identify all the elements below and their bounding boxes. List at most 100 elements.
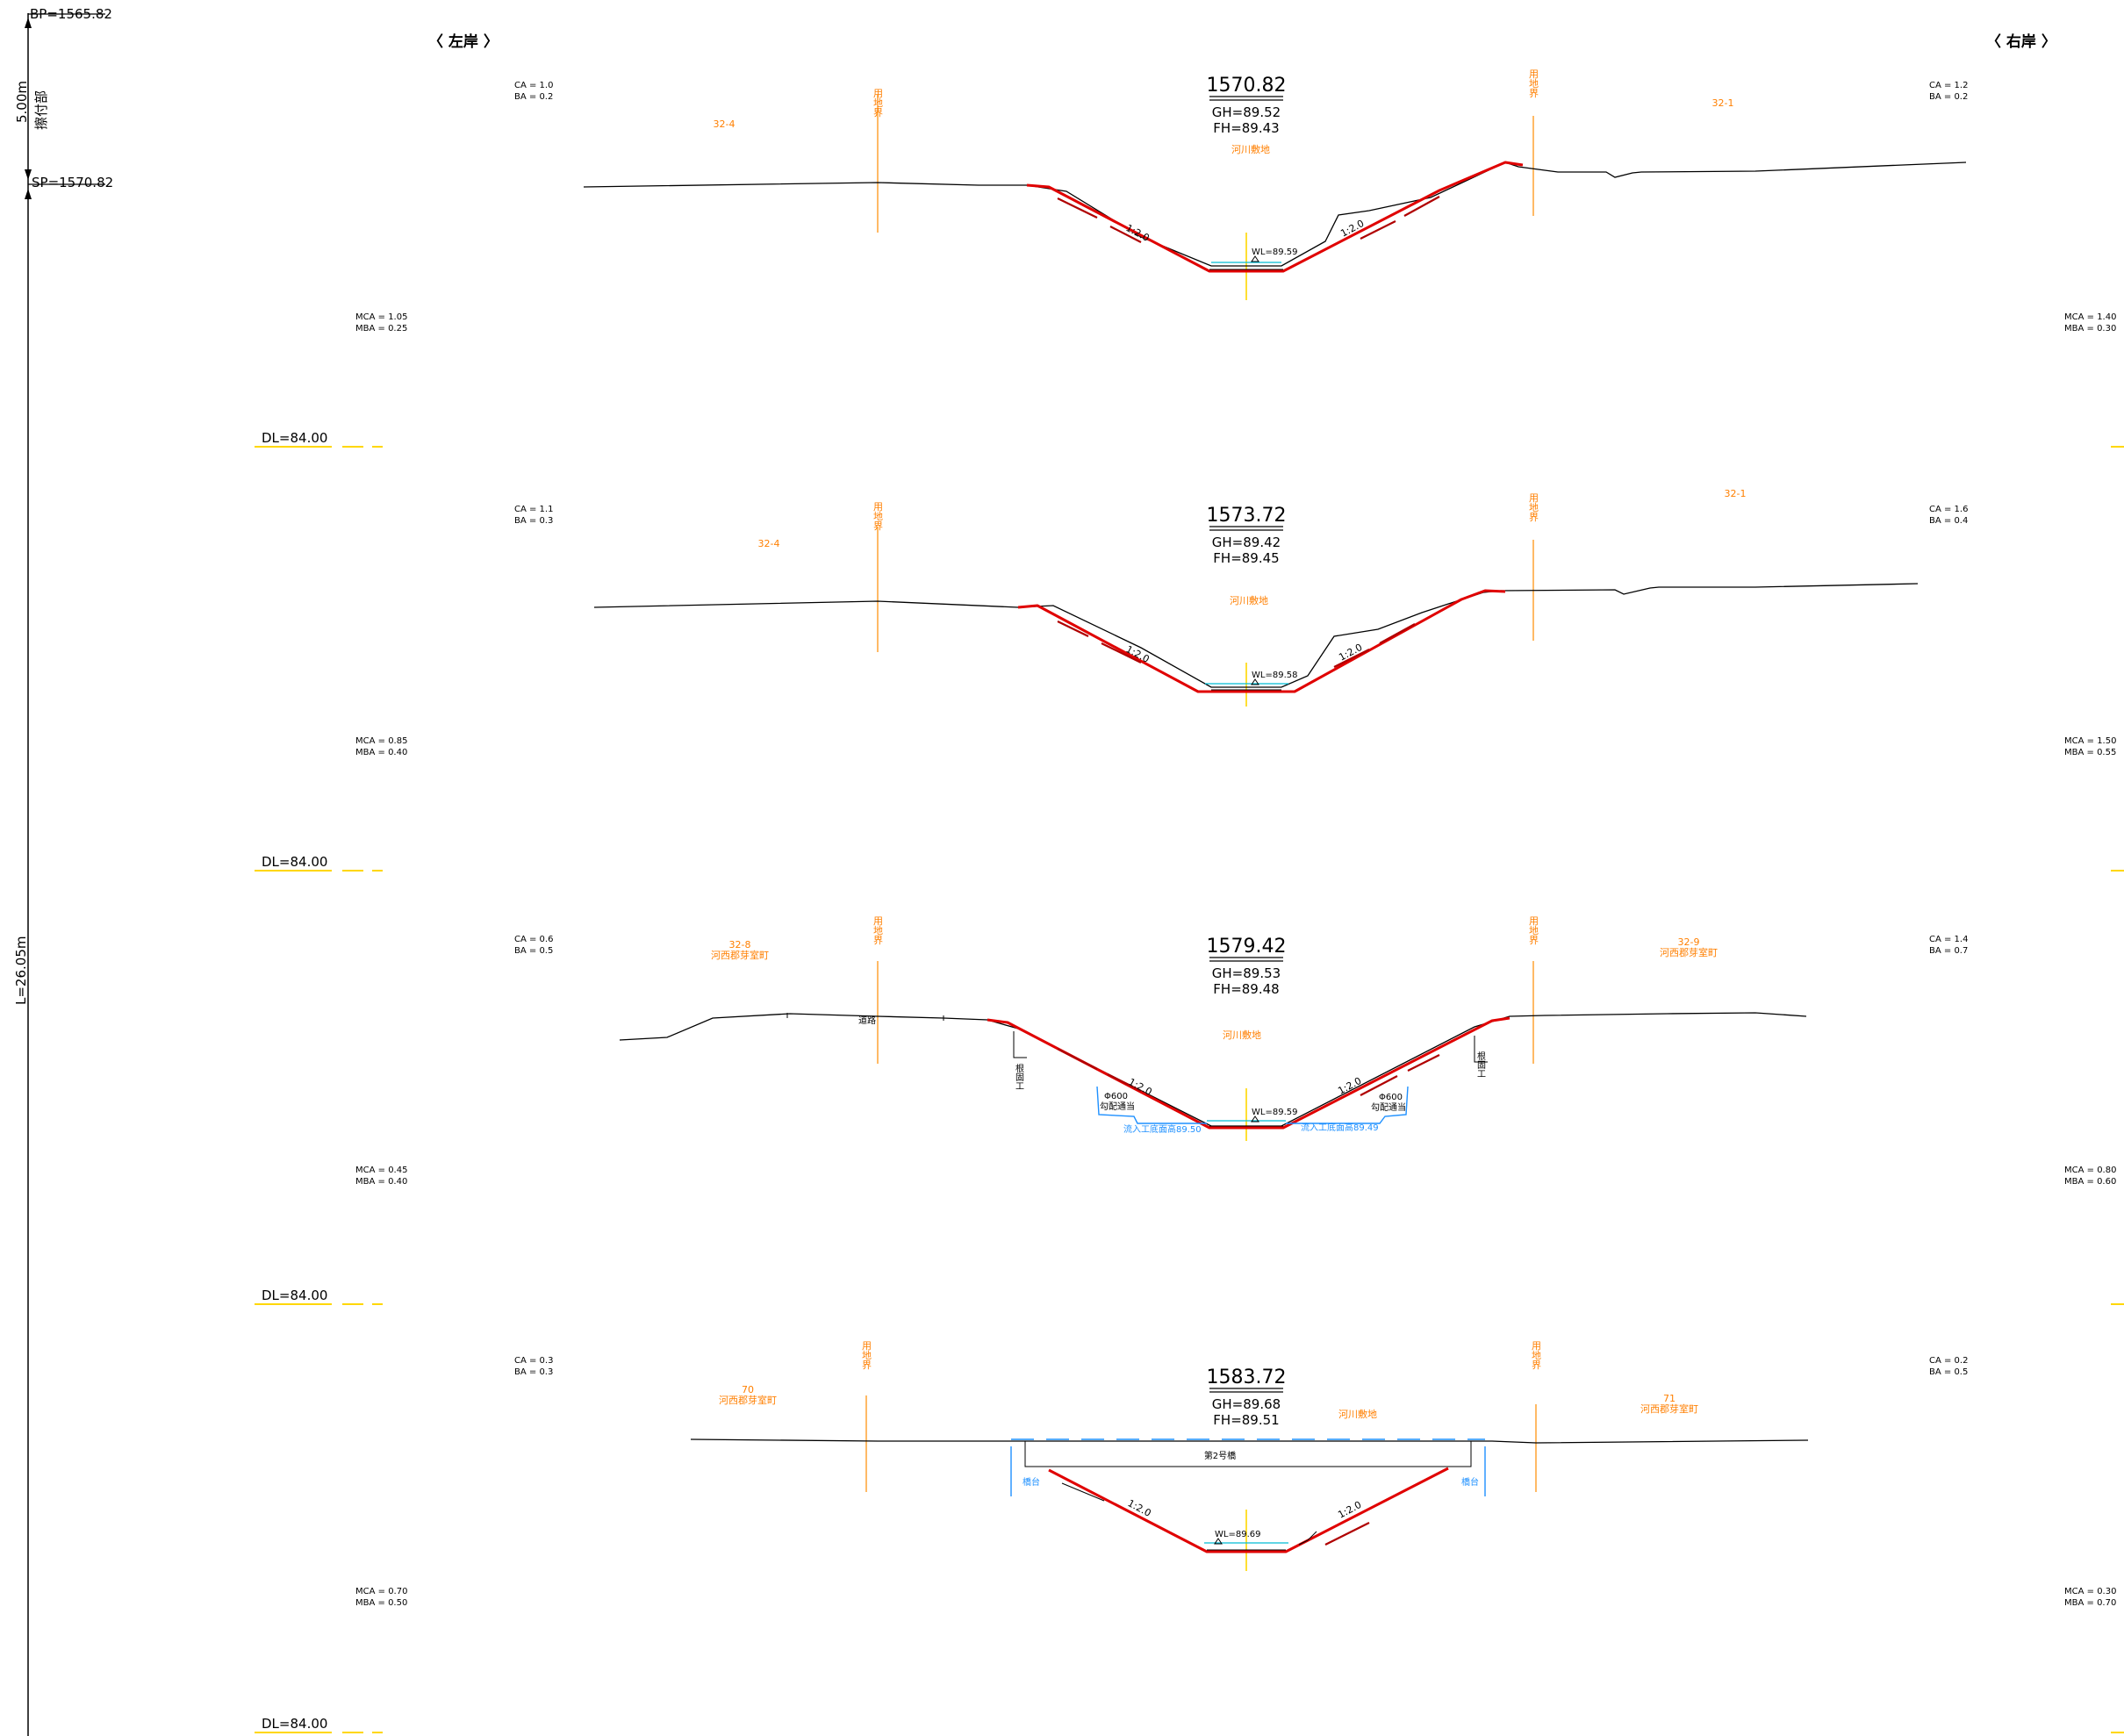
right-boundary-label: 用地界 bbox=[1531, 1341, 1542, 1371]
left-pipe-size: Φ600 bbox=[1104, 1092, 1128, 1101]
area-label: 河川敷地 bbox=[1230, 594, 1268, 606]
left-pipe-label: 勾配通当 bbox=[1100, 1101, 1135, 1112]
right-ba: BA = 0.5 bbox=[1929, 1367, 1968, 1377]
right-mba: MBA = 0.70 bbox=[2064, 1598, 2116, 1608]
fh-label: FH=89.51 bbox=[1213, 1412, 1279, 1428]
left-ca: CA = 1.1 bbox=[514, 505, 553, 514]
fh-label: FH=89.45 bbox=[1213, 550, 1279, 566]
right-owner: 河西郡芽室町 bbox=[1640, 1402, 1698, 1415]
right-parcel: 71 bbox=[1663, 1393, 1676, 1404]
gh-label: GH=89.52 bbox=[1212, 104, 1281, 120]
right-abutment-label: 橋台 bbox=[1461, 1476, 1479, 1488]
station-label: 1570.82 bbox=[1207, 75, 1287, 97]
dl-label: DL=84.00 bbox=[262, 1288, 327, 1303]
left-owner: 河西郡芽室町 bbox=[711, 949, 769, 961]
left-mca: MCA = 1.05 bbox=[355, 312, 407, 322]
road-label: 道路 bbox=[858, 1015, 876, 1026]
right-mca: MCA = 1.50 bbox=[2064, 736, 2116, 746]
gh-label: GH=89.42 bbox=[1212, 534, 1281, 550]
left-boundary-label: 用地界 bbox=[872, 916, 884, 946]
right-mca: MCA = 1.40 bbox=[2064, 312, 2116, 322]
left-ca: CA = 1.0 bbox=[514, 81, 553, 90]
right-boundary-label: 用地界 bbox=[1528, 916, 1539, 946]
left-mba: MBA = 0.40 bbox=[355, 748, 407, 757]
sp-label: SP=1570.82 bbox=[32, 175, 113, 190]
right-mba: MBA = 0.55 bbox=[2064, 748, 2116, 757]
longitudinal-axis: BP=1565.82 SP=1570.82 5.00m 擦付部 L=26.05m bbox=[13, 6, 113, 1736]
left-parcel: 70 bbox=[742, 1384, 754, 1395]
right-mba: MBA = 0.30 bbox=[2064, 324, 2116, 334]
gh-label: GH=89.53 bbox=[1212, 965, 1281, 981]
area-label: 河川敷地 bbox=[1231, 143, 1270, 155]
left-mca: MCA = 0.70 bbox=[355, 1587, 407, 1596]
slope-left: 1:2.0 bbox=[1127, 1076, 1154, 1098]
fh-label: FH=89.43 bbox=[1213, 120, 1279, 136]
left-ba: BA = 0.3 bbox=[514, 516, 553, 526]
area-label: 河川敷地 bbox=[1223, 1029, 1261, 1041]
left-abutment-label: 橋台 bbox=[1023, 1476, 1040, 1488]
dl-label: DL=84.00 bbox=[262, 854, 327, 870]
left-mca: MCA = 0.45 bbox=[355, 1166, 407, 1175]
joint-label: 擦付部 bbox=[33, 90, 49, 130]
wl-label: WL=89.59 bbox=[1252, 1108, 1297, 1117]
right-parcel: 32-1 bbox=[1725, 488, 1747, 499]
left-boundary-label: 用地界 bbox=[872, 89, 884, 118]
left-boundary-label: 用地界 bbox=[861, 1341, 872, 1371]
station-label: 1583.72 bbox=[1207, 1367, 1287, 1388]
right-inlet-label: 流入工底面高89.49 bbox=[1301, 1122, 1379, 1133]
gh-label: GH=89.68 bbox=[1212, 1396, 1281, 1412]
left-mca: MCA = 0.85 bbox=[355, 736, 407, 746]
right-ca: CA = 1.4 bbox=[1929, 935, 1968, 944]
left-parcel: 32-8 bbox=[729, 939, 751, 950]
right-ba: BA = 0.7 bbox=[1929, 946, 1968, 956]
right-ca: CA = 1.2 bbox=[1929, 81, 1968, 90]
left-mba: MBA = 0.50 bbox=[355, 1598, 407, 1608]
left-mba: MBA = 0.25 bbox=[355, 324, 407, 334]
left-owner: 河西郡芽室町 bbox=[719, 1394, 777, 1406]
left-parcel: 32-4 bbox=[714, 118, 736, 130]
left-inlet-label: 流入工底面高89.50 bbox=[1123, 1123, 1202, 1135]
area-label: 河川敷地 bbox=[1338, 1408, 1377, 1420]
right-boundary-label: 用地界 bbox=[1528, 69, 1539, 99]
left-ba: BA = 0.5 bbox=[514, 946, 553, 956]
dl-label: DL=84.00 bbox=[262, 430, 327, 446]
wl-label: WL=89.69 bbox=[1215, 1530, 1260, 1539]
right-guard-label: 根固工 bbox=[1475, 1051, 1486, 1078]
left-ba: BA = 0.3 bbox=[514, 1367, 553, 1377]
right-ba: BA = 0.2 bbox=[1929, 92, 1968, 102]
dl-label: DL=84.00 bbox=[262, 1716, 327, 1732]
right-pipe-size: Φ600 bbox=[1379, 1093, 1403, 1102]
cross-section-3: 1579.42 GH=89.53 FH=89.48 河川敷地 CA = 0.6 … bbox=[255, 916, 2124, 1305]
left-guard-label: 根固工 bbox=[1014, 1063, 1024, 1090]
left-ca: CA = 0.3 bbox=[514, 1356, 553, 1366]
left-ca: CA = 0.6 bbox=[514, 935, 553, 944]
left-bank-label: 〈 左岸 〉 bbox=[428, 32, 499, 51]
left-parcel: 32-4 bbox=[758, 538, 780, 549]
cross-section-1: 1570.82 GH=89.52 FH=89.43 河川敷地 CA = 1.0 … bbox=[255, 69, 2124, 448]
left-ba: BA = 0.2 bbox=[514, 92, 553, 102]
right-parcel: 32-9 bbox=[1678, 936, 1700, 948]
bp-label: BP=1565.82 bbox=[30, 6, 112, 22]
right-owner: 河西郡芽室町 bbox=[1660, 946, 1718, 958]
left-boundary-label: 用地界 bbox=[872, 502, 884, 532]
fh-label: FH=89.48 bbox=[1213, 981, 1279, 997]
right-bank-label: 〈 右岸 〉 bbox=[1986, 32, 2056, 51]
joint-length-label: 5.00m bbox=[14, 81, 30, 123]
right-ca: CA = 1.6 bbox=[1929, 505, 1968, 514]
right-boundary-label: 用地界 bbox=[1528, 493, 1539, 523]
right-mba: MBA = 0.60 bbox=[2064, 1177, 2116, 1187]
right-mca: MCA = 0.30 bbox=[2064, 1587, 2116, 1596]
right-ca: CA = 0.2 bbox=[1929, 1356, 1968, 1366]
right-ba: BA = 0.4 bbox=[1929, 516, 1968, 526]
left-mba: MBA = 0.40 bbox=[355, 1177, 407, 1187]
right-parcel: 32-1 bbox=[1712, 97, 1734, 109]
bridge-label: 第2号橋 bbox=[1204, 1450, 1236, 1461]
cross-section-4: 1583.72 GH=89.68 FH=89.51 河川敷地 CA = 0.3 … bbox=[255, 1341, 2124, 1733]
right-pipe-label: 勾配通当 bbox=[1371, 1101, 1406, 1113]
wl-label: WL=89.58 bbox=[1252, 671, 1297, 680]
cross-section-2: 1573.72 GH=89.42 FH=89.45 河川敷地 CA = 1.1 … bbox=[255, 488, 2124, 872]
station-label: 1579.42 bbox=[1207, 936, 1287, 958]
total-length-label: L=26.05m bbox=[13, 936, 29, 1005]
wl-label: WL=89.59 bbox=[1252, 247, 1297, 257]
